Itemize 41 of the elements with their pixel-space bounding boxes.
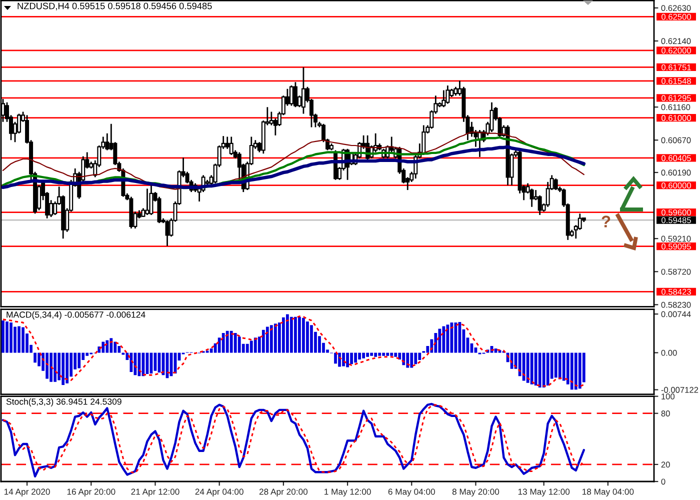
y-tick-label: 80 <box>661 410 670 416</box>
x-tick-label: 13 May 12:00 <box>518 488 570 496</box>
ref-line-label: 0.62500 <box>662 14 691 20</box>
x-tick-label: 1 May 12:00 <box>324 488 371 496</box>
x-tick-label: 21 Apr 12:00 <box>131 488 180 496</box>
ref-line-label: 0.60405 <box>662 155 691 162</box>
y-tick-label: 0.58230 <box>661 302 691 308</box>
ref-line-label: 0.58423 <box>662 288 691 295</box>
x-tick-label: 24 Apr 04:00 <box>195 488 244 496</box>
y-tick-label: 0.60190 <box>661 170 691 176</box>
ref-line-label: 0.61000 <box>662 115 691 121</box>
y-tick-label: 0 <box>661 478 666 485</box>
ref-line-label: 0.61295 <box>662 95 691 102</box>
x-tick-label: 18 May 04:00 <box>582 488 634 496</box>
chart-title: NZDUSD,H4 0.59515 0.59518 0.59456 0.59485 <box>18 2 212 10</box>
x-tick-label: 28 Apr 20:00 <box>259 488 308 496</box>
ref-line-label: 0.60000 <box>662 182 691 188</box>
y-tick-label: 0.60670 <box>661 137 691 144</box>
x-tick-label: 16 Apr 20:00 <box>67 488 116 496</box>
ref-line-label: 0.61548 <box>662 78 691 84</box>
y-tick-label: 20 <box>661 462 670 468</box>
y-tick-label: 0.61160 <box>661 104 690 110</box>
y-tick-label: 0.59210 <box>661 236 691 242</box>
chart-title: MACD(5,34,4) -0.005677 -0.006124 <box>6 311 146 320</box>
chart-title: Stoch(5,3,3) 36.9451 24.5309 <box>6 398 122 406</box>
y-tick-label: 0.00 <box>661 350 677 356</box>
y-tick-label: 0.00744 <box>661 311 691 318</box>
x-tick-label: 6 May 04:00 <box>388 488 435 496</box>
ref-line-label: 0.59095 <box>662 244 691 250</box>
y-tick-label: 0.58720 <box>661 268 691 275</box>
annotation: ? <box>602 216 610 228</box>
y-tick-label: 0.62140 <box>661 38 691 44</box>
ref-line-label: 0.61751 <box>662 64 691 70</box>
ref-line-label: 0.59485 <box>662 217 691 224</box>
y-tick-label: 100 <box>662 394 675 400</box>
x-tick-label: 14 Apr 2020 <box>4 488 50 496</box>
ref-line-label: 0.62000 <box>662 48 691 54</box>
y-tick-label: 0.62630 <box>661 5 691 12</box>
x-tick-label: 8 May 20:00 <box>452 488 500 496</box>
y-tick-label: -0.007122 <box>661 386 698 393</box>
ref-line-label: 0.59600 <box>662 209 691 216</box>
